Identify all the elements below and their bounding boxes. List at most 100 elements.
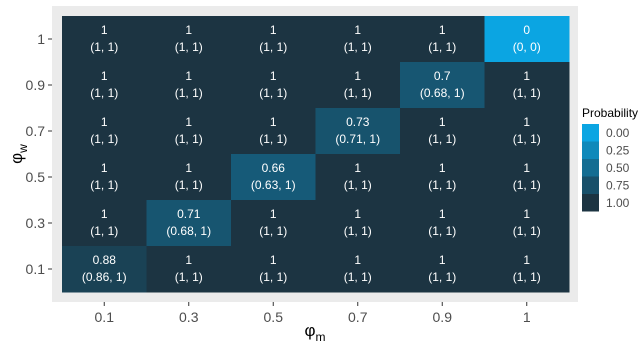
y-tick-label: 0.1	[26, 261, 46, 277]
cell-interval-label: (1, 1)	[344, 40, 372, 54]
cell-value-label: 0.66	[262, 161, 286, 175]
cell-value-label: 0.73	[346, 115, 370, 129]
cell-interval-label: (1, 1)	[428, 178, 456, 192]
cell-value-label: 1	[439, 23, 446, 37]
cell-value-label: 1	[354, 161, 361, 175]
heatmap-cell	[400, 154, 485, 201]
y-axis-title: φw	[7, 144, 30, 164]
y-tick-label: 0.3	[26, 215, 46, 231]
legend-label: 0.50	[606, 161, 630, 175]
heatmap-cell	[62, 108, 147, 155]
cell-interval-label: (1, 1)	[175, 270, 203, 284]
legend-key	[582, 176, 599, 194]
cell-interval-label: (0.86, 1)	[82, 270, 127, 284]
legend-key	[582, 141, 599, 159]
heatmap-cell	[400, 246, 485, 293]
heatmap-cell	[231, 16, 316, 63]
heatmap-cell	[484, 108, 570, 155]
legend-keys: 0.00 0.25 0.50 0.75 1.00	[582, 124, 630, 212]
cell-value-label: 1	[523, 115, 530, 129]
cell-value-label: 1	[270, 115, 277, 129]
heatmap-cell	[400, 62, 485, 109]
cell-interval-label: (1, 1)	[259, 40, 287, 54]
cell-interval-label: (1, 1)	[513, 132, 541, 146]
heatmap-cell	[484, 246, 570, 293]
cell-value-label: 1	[523, 253, 530, 267]
heatmap-cell	[315, 154, 401, 201]
cell-interval-label: (0.63, 1)	[251, 178, 296, 192]
y-axis: 0.1 0.3 0.5 0.7 0.9 1	[26, 31, 52, 277]
y-tick-label: 1	[37, 31, 45, 47]
heatmap-cell	[315, 246, 401, 293]
cell-value-label: 1	[439, 253, 446, 267]
cell-value-label: 1	[354, 23, 361, 37]
cell-value-label: 1	[354, 69, 361, 83]
cell-interval-label: (1, 1)	[344, 224, 372, 238]
x-tick-label: 0.5	[264, 309, 284, 325]
heatmap-cell	[146, 200, 232, 247]
legend-label: 0.75	[606, 179, 630, 193]
cell-interval-label: (1, 1)	[259, 86, 287, 100]
cell-value-label: 1	[101, 207, 108, 221]
heatmap-cell	[315, 108, 401, 155]
cell-interval-label: (0.68, 1)	[420, 86, 465, 100]
x-tick-label: 1	[523, 309, 531, 325]
cell-value-label: 1	[270, 207, 277, 221]
x-axis-title-symbol: φ	[304, 321, 315, 340]
x-axis-title: φm	[304, 321, 325, 341]
x-tick-label: 0.7	[348, 309, 368, 325]
cell-interval-label: (1, 1)	[344, 178, 372, 192]
heatmap-cell	[146, 62, 232, 109]
legend: Probability 0.00 0.25 0.50 0.75 1.00	[582, 106, 638, 212]
cell-interval-label: (1, 1)	[513, 270, 541, 284]
cell-value-label: 1	[523, 161, 530, 175]
heatmap-cell	[62, 154, 147, 201]
x-tick-label: 0.1	[95, 309, 115, 325]
cell-value-label: 0.71	[177, 207, 201, 221]
cell-interval-label: (1, 1)	[90, 86, 118, 100]
heatmap-cell	[62, 246, 147, 293]
legend-label: 0.25	[606, 144, 630, 158]
heatmap-cell	[484, 154, 570, 201]
heatmap-cell	[146, 154, 232, 201]
x-axis: 0.1 0.3 0.5 0.7 0.9 1	[95, 302, 531, 325]
cell-value-label: 1	[185, 161, 192, 175]
heatmap-cell	[146, 108, 232, 155]
cell-value-label: 1	[523, 69, 530, 83]
legend-title: Probability	[582, 106, 638, 120]
heatmap-cell	[231, 246, 316, 293]
cell-interval-label: (1, 1)	[259, 132, 287, 146]
cell-interval-label: (0.68, 1)	[166, 224, 211, 238]
cell-value-label: 1	[101, 115, 108, 129]
cell-interval-label: (1, 1)	[175, 132, 203, 146]
heatmap-cell	[400, 108, 485, 155]
y-axis-title-symbol: φ	[7, 153, 26, 164]
legend-label: 1.00	[606, 196, 630, 210]
heatmap-cell	[146, 16, 232, 63]
cell-value-label: 1	[270, 253, 277, 267]
heatmap-cell	[62, 62, 147, 109]
x-tick-label: 0.9	[433, 309, 453, 325]
cell-value-label: 0	[523, 23, 530, 37]
heatmap-cell	[315, 62, 401, 109]
cell-interval-label: (1, 1)	[513, 224, 541, 238]
cell-value-label: 1	[185, 23, 192, 37]
cell-interval-label: (1, 1)	[428, 40, 456, 54]
cell-interval-label: (1, 1)	[259, 224, 287, 238]
cell-value-label: 0.7	[434, 69, 451, 83]
cell-interval-label: (1, 1)	[428, 132, 456, 146]
heatmap-cell	[484, 200, 570, 247]
cell-interval-label: (1, 1)	[90, 178, 118, 192]
heatmap-cell	[315, 200, 401, 247]
cell-interval-label: (0.71, 1)	[335, 132, 380, 146]
cell-value-label: 1	[185, 115, 192, 129]
cell-interval-label: (0, 0)	[513, 40, 541, 54]
cell-value-label: 1	[439, 115, 446, 129]
cell-value-label: 1	[439, 161, 446, 175]
cell-value-label: 1	[439, 207, 446, 221]
cell-value-label: 1	[354, 253, 361, 267]
y-tick-label: 0.9	[26, 77, 46, 93]
cell-interval-label: (1, 1)	[344, 270, 372, 284]
heatmap-cell	[231, 108, 316, 155]
